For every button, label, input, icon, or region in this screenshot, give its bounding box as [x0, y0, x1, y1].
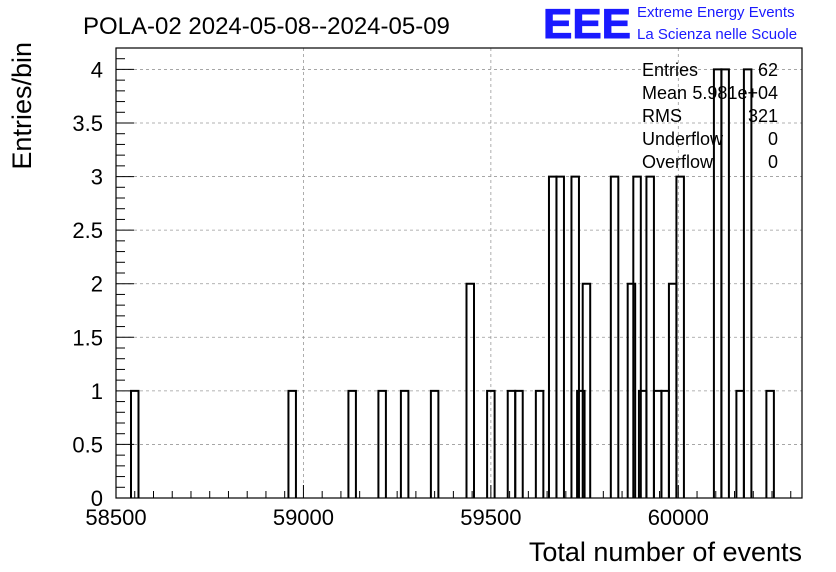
histogram-bin	[626, 282, 637, 498]
stats-value-mean: 5.981e+04	[692, 83, 778, 103]
x-tick-label: 58500	[85, 505, 146, 530]
y-tick-label: 2	[91, 272, 103, 297]
histogram-bin	[570, 175, 580, 498]
histogram-bin	[465, 282, 475, 498]
histogram-bin	[486, 389, 496, 498]
plot-frame	[115, 47, 803, 499]
y-tick-label: 4	[91, 57, 103, 82]
x-tick-label: 60000	[648, 505, 709, 530]
histogram-bin	[632, 175, 642, 498]
grid-lines	[116, 48, 802, 498]
histogram-bin	[555, 175, 565, 498]
stats-label-underflow: Underflow	[642, 129, 724, 149]
histogram-bin	[675, 175, 685, 498]
stats-label-entries: Entries	[642, 60, 698, 80]
x-tick-label: 59500	[460, 505, 521, 530]
y-tick-label: 1.5	[72, 325, 103, 350]
histogram-bin	[645, 175, 655, 498]
chart-title: POLA-02 2024-05-08--2024-05-09	[83, 13, 450, 40]
y-tick-label: 0	[91, 486, 103, 511]
histogram-bin	[742, 68, 753, 498]
histogram-bin	[609, 175, 620, 498]
eee-logo-mark: EEE	[543, 0, 631, 47]
eee-logo: EEE Extreme Energy Events La Scienza nel…	[543, 0, 798, 48]
axis-ticks	[115, 47, 792, 499]
eee-logo-line2: La Scienza nelle Scuole	[637, 26, 797, 43]
histogram-bin	[429, 389, 440, 498]
histogram-bin	[377, 389, 387, 498]
stats-value-entries: 62	[758, 60, 778, 80]
histogram-bin	[514, 389, 524, 498]
y-axis-label: Entries/bin	[7, 42, 37, 170]
histogram-bin	[287, 389, 297, 498]
y-tick-label: 3	[91, 165, 103, 190]
y-tick-label: 2.5	[72, 218, 103, 243]
eee-logo-line1: Extreme Energy Events	[637, 4, 795, 21]
histogram-bin	[534, 389, 545, 498]
stats-label-overflow: Overflow	[642, 152, 714, 172]
histogram-bin	[576, 389, 586, 498]
stats-box: Entries 62 Mean 5.981e+04 RMS 321 Underflow 0 Ov…	[642, 60, 778, 172]
histogram-bin	[720, 68, 730, 498]
histogram-bin	[581, 282, 592, 498]
tick-labels: 58500 59000 59500 60000 0 0.5 1 1.5 2 2.5 3 3.5 4	[72, 57, 708, 530]
stats-label-mean: Mean	[642, 83, 687, 103]
histogram-bin	[765, 389, 775, 498]
stats-label-rms: RMS	[642, 106, 682, 126]
stats-value-overflow: 0	[768, 152, 778, 172]
y-tick-label: 0.5	[72, 432, 103, 457]
histogram-bin	[347, 389, 357, 498]
y-tick-label: 1	[91, 379, 103, 404]
stats-value-underflow: 0	[768, 129, 778, 149]
x-tick-label: 59000	[273, 505, 334, 530]
stats-value-rms: 321	[748, 106, 778, 126]
y-tick-label: 3.5	[72, 111, 103, 136]
x-axis-label: Total number of events	[529, 537, 802, 567]
histogram-bin	[399, 389, 410, 498]
